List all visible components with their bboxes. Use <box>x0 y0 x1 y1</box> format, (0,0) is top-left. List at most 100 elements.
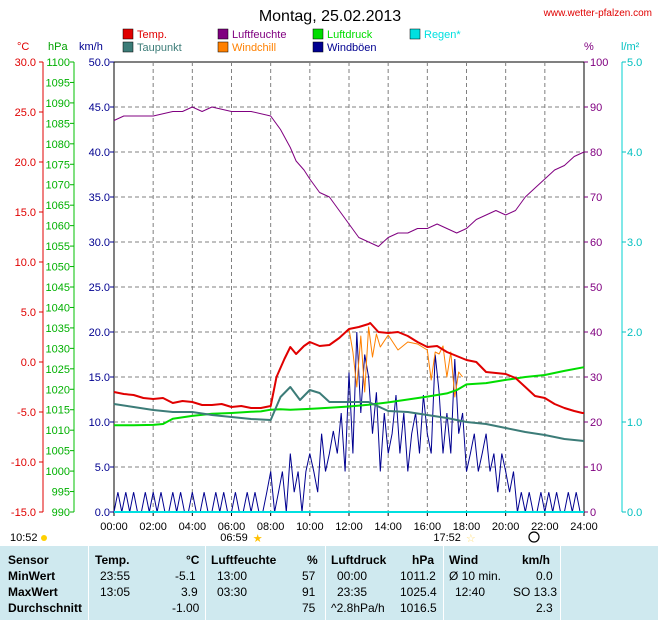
stats-header-pressure-unit: hPa <box>412 553 435 567</box>
temp-tick-label: 15.0 <box>15 207 36 219</box>
sunrise-time: 06:59 <box>220 532 248 544</box>
wind-tick-label: 15.0 <box>89 372 110 384</box>
pressure-tick-label: 1000 <box>46 466 70 478</box>
stats-row-label: MinWert <box>8 569 56 583</box>
legend: Temp. Luftfeuchte Luftdruck Regen* Taupunkt W… <box>122 28 461 54</box>
rain-tick-label: 1.0 <box>627 417 642 429</box>
sunset-time: 17:52 <box>433 532 461 544</box>
stats-row-label: Durchschnitt <box>8 601 83 615</box>
stats-table: Sensor Temp. °C Luftfeuchte % Luftdruck … <box>0 546 658 620</box>
sunrise-icon: ★ <box>253 533 263 545</box>
stats-header-wind: Wind <box>449 553 479 567</box>
time-tick-label: 10:00 <box>296 521 324 533</box>
stats-divider <box>205 546 206 620</box>
stats-divider <box>560 546 561 620</box>
time-tick-label: 20:00 <box>492 521 520 533</box>
pressure-tick-label: 995 <box>52 487 70 499</box>
temp-tick-label: 30.0 <box>15 57 36 69</box>
stats-pres-value: 1025.4 <box>400 585 437 599</box>
series-temp <box>113 322 584 414</box>
legend-swatch <box>217 41 229 53</box>
temp-tick-label: -15.0 <box>11 507 36 519</box>
temp-tick-label: 0.0 <box>21 357 36 369</box>
time-tick-label: 06:00 <box>218 521 246 533</box>
stats-temp-value: -1.00 <box>172 601 200 615</box>
stats-wind-time: 12:40 <box>455 585 486 599</box>
time-tick-label: 12:00 <box>335 521 363 533</box>
pressure-tick-label: 990 <box>52 507 70 519</box>
stats-pres-time: 23:35 <box>337 585 368 599</box>
legend-label: Regen* <box>424 29 461 41</box>
pressure-tick-label: 1045 <box>46 282 70 294</box>
series-wind-gusts <box>113 331 584 513</box>
rain-unit-label: l/m² <box>621 41 640 53</box>
stats-divider <box>88 546 89 620</box>
time-tick-label: 14:00 <box>374 521 402 533</box>
stats-header-temp: Temp. <box>95 553 130 567</box>
humidity-tick-label: 80 <box>590 147 602 159</box>
stats-wind-time: Ø 10 min. <box>449 569 502 583</box>
pressure-tick-label: 1035 <box>46 323 70 335</box>
moon-icon <box>41 535 47 541</box>
legend-swatch <box>122 28 134 40</box>
temp-tick-label: -10.0 <box>11 457 36 469</box>
chart-title: Montag, 25.02.2013 <box>259 8 401 25</box>
stats-pres-value: 1016.5 <box>400 601 437 615</box>
site-link[interactable]: www.wetter-pfalzen.com <box>543 8 652 19</box>
pressure-tick-label: 1040 <box>46 302 70 314</box>
weather-chart: Montag, 25.02.2013 www.wetter-pfalzen.co… <box>10 8 652 545</box>
rain-tick-label: 3.0 <box>627 237 642 249</box>
pressure-tick-label: 1020 <box>46 384 70 396</box>
axis-ticks: 30.0 25.0 20.0 15.0 10.0 5.0 0.0 -5.0 -10.0 -15.0… <box>11 57 642 533</box>
time-tick-label: 08:00 <box>257 521 285 533</box>
pressure-tick-label: 1100 <box>46 57 70 69</box>
temp-tick-label: -5.0 <box>17 407 36 419</box>
series <box>113 106 585 513</box>
legend-swatch <box>409 28 421 40</box>
rain-tick-label: 2.0 <box>627 327 642 339</box>
humidity-tick-label: 60 <box>590 237 602 249</box>
legend-swatch <box>122 41 134 53</box>
pressure-tick-label: 1055 <box>46 241 70 253</box>
wind-tick-label: 20.0 <box>89 327 110 339</box>
stats-header-humidity-unit: % <box>307 553 318 567</box>
series-luftdruck <box>114 366 585 427</box>
legend-label: Taupunkt <box>137 42 182 54</box>
legend-swatch <box>312 41 324 53</box>
pressure-unit-label: hPa <box>48 41 68 53</box>
temp-tick-label: 5.0 <box>21 307 36 319</box>
humidity-tick-label: 50 <box>590 282 602 294</box>
pressure-tick-label: 1030 <box>46 343 70 355</box>
wind-tick-label: 45.0 <box>89 102 110 114</box>
wind-tick-label: 0.0 <box>95 507 110 519</box>
pressure-tick-label: 1010 <box>46 425 70 437</box>
wind-unit-label: km/h <box>79 41 103 53</box>
wind-tick-label: 50.0 <box>89 57 110 69</box>
stats-wind-value: 0.0 <box>536 569 553 583</box>
moon-phase-icon <box>528 531 540 543</box>
humidity-tick-label: 10 <box>590 462 602 474</box>
stats-wind-value: 2.3 <box>536 601 553 615</box>
stats-pres-time: 00:00 <box>337 569 368 583</box>
wind-tick-label: 5.0 <box>95 462 110 474</box>
time-tick-label: 02:00 <box>139 521 167 533</box>
wind-tick-label: 40.0 <box>89 147 110 159</box>
wind-tick-label: 10.0 <box>89 417 110 429</box>
time-tick-label: 16:00 <box>414 521 442 533</box>
time-tick-label: 22:00 <box>531 521 559 533</box>
series-taupunkt <box>113 386 585 442</box>
temp-tick-label: 20.0 <box>15 157 36 169</box>
legend-swatch <box>312 28 324 40</box>
stats-temp-value: 3.9 <box>181 585 198 599</box>
wind-tick-label: 25.0 <box>89 282 110 294</box>
humidity-tick-label: 20 <box>590 417 602 429</box>
rain-tick-label: 0.0 <box>627 507 642 519</box>
pressure-tick-label: 1090 <box>46 98 70 110</box>
time-tick-label: 24:00 <box>570 521 598 533</box>
stats-pres-value: 1011.2 <box>400 569 436 583</box>
temp-unit-label: °C <box>17 41 29 53</box>
pressure-tick-label: 1050 <box>46 262 70 274</box>
series-luftfeuchte <box>113 106 585 247</box>
stats-temp-value: -5.1 <box>175 569 196 583</box>
stats-header-pressure: Luftdruck <box>331 553 387 567</box>
